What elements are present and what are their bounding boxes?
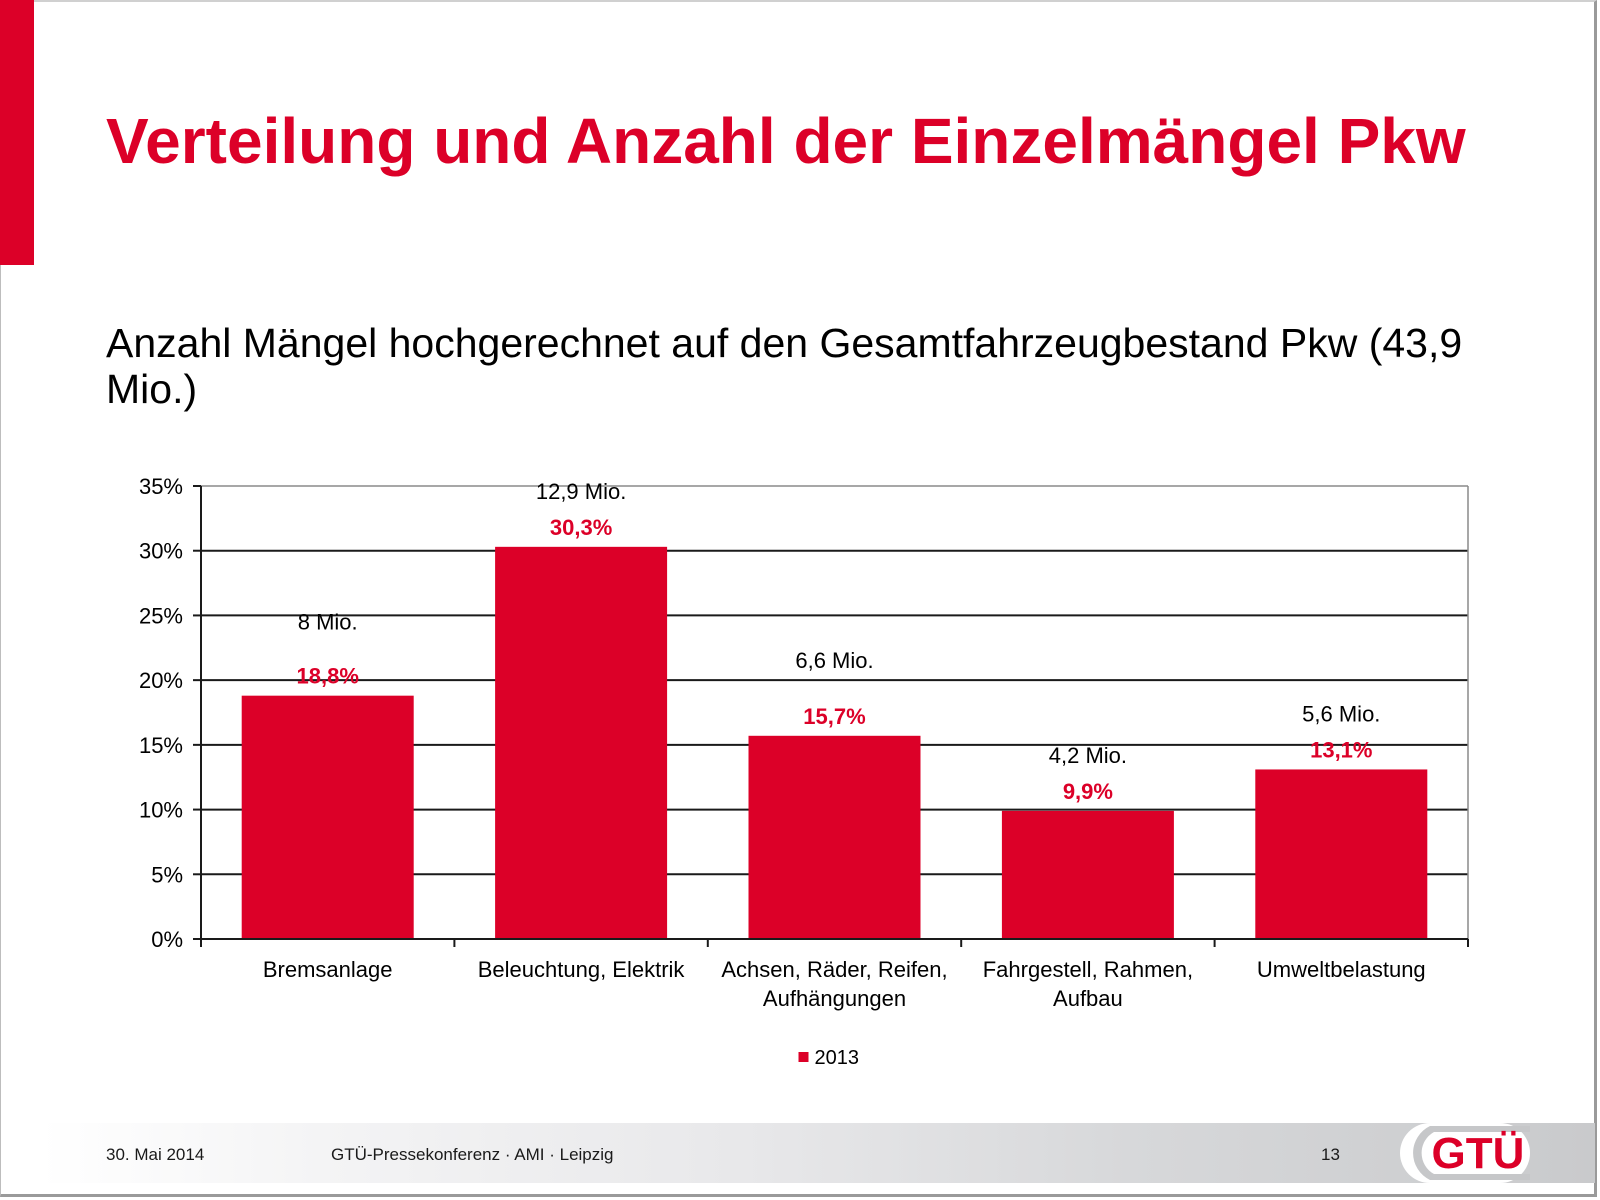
bar-percent-label: 18,8% xyxy=(297,664,359,689)
bar-percent-label: 15,7% xyxy=(803,704,865,729)
axes xyxy=(200,486,1469,947)
bar-count-label: 5,6 Mio. xyxy=(1302,701,1380,726)
data-labels: 18,8% 8 Mio. 30,3% 12,9 Mio. 15,7% 6,6 Mio. 9,… xyxy=(297,479,1381,804)
page-number: 13 xyxy=(1321,1145,1340,1164)
bar xyxy=(1255,769,1428,939)
legend: 2013 xyxy=(798,1047,860,1069)
footer-date: 30. Mai 2014 xyxy=(106,1145,205,1164)
gtu-logo: GTÜ xyxy=(1390,1118,1530,1186)
y-axis-ticks: 0% 5% 10% 15% 20% 25% 30% 35% xyxy=(139,474,201,952)
x-tick-label: Beleuchtung, Elektrik xyxy=(478,957,686,982)
bar-percent-label: 30,3% xyxy=(550,515,612,540)
accent-bar xyxy=(0,0,34,265)
y-tick-label: 30% xyxy=(139,539,183,564)
y-tick-label: 5% xyxy=(151,862,183,887)
bar-percent-label: 13,1% xyxy=(1310,737,1372,762)
logo-text: GTÜ xyxy=(1432,1129,1525,1178)
x-tick-label: Bremsanlage xyxy=(263,957,393,982)
y-tick-label: 0% xyxy=(151,927,183,952)
bar-chart: 0% 5% 10% 15% 20% 25% 30% 35% Bremsanlage Beleuc… xyxy=(139,474,1469,1069)
bar-count-label: 12,9 Mio. xyxy=(536,479,627,504)
bar-count-label: 8 Mio. xyxy=(298,610,358,635)
bar-count-label: 4,2 Mio. xyxy=(1049,743,1127,768)
bar xyxy=(1001,810,1174,939)
x-tick-label: Aufhängungen xyxy=(763,986,906,1011)
bars xyxy=(241,546,1428,939)
slide-subtitle: Anzahl Mängel hochgerechnet auf den Gesa… xyxy=(106,320,1463,412)
x-tick-label: Aufbau xyxy=(1053,986,1123,1011)
x-tick-label: Achsen, Räder, Reifen, xyxy=(721,957,947,982)
legend-swatch xyxy=(798,1052,809,1062)
y-tick-label: 20% xyxy=(139,668,183,693)
x-tick-label: Fahrgestell, Rahmen, xyxy=(983,957,1193,982)
legend-label: 2013 xyxy=(815,1047,860,1069)
y-tick-label: 10% xyxy=(139,798,183,823)
slide-title: Verteilung und Anzahl der Einzelmängel P… xyxy=(106,105,1466,177)
y-tick-label: 35% xyxy=(139,474,183,499)
bar-count-label: 6,6 Mio. xyxy=(795,648,873,673)
x-tick-label: Umweltbelastung xyxy=(1257,957,1426,982)
y-tick-label: 15% xyxy=(139,733,183,758)
y-tick-label: 25% xyxy=(139,603,183,628)
bar xyxy=(748,735,921,939)
bar xyxy=(495,546,668,939)
x-axis-labels: Bremsanlage Beleuchtung, Elektrik Achsen, … xyxy=(263,957,1426,1011)
footer-band xyxy=(40,1123,1595,1183)
bar xyxy=(241,695,414,939)
bar-percent-label: 9,9% xyxy=(1063,779,1113,804)
footer-event: GTÜ-Pressekonferenz · AMI · Leipzig xyxy=(331,1145,614,1164)
